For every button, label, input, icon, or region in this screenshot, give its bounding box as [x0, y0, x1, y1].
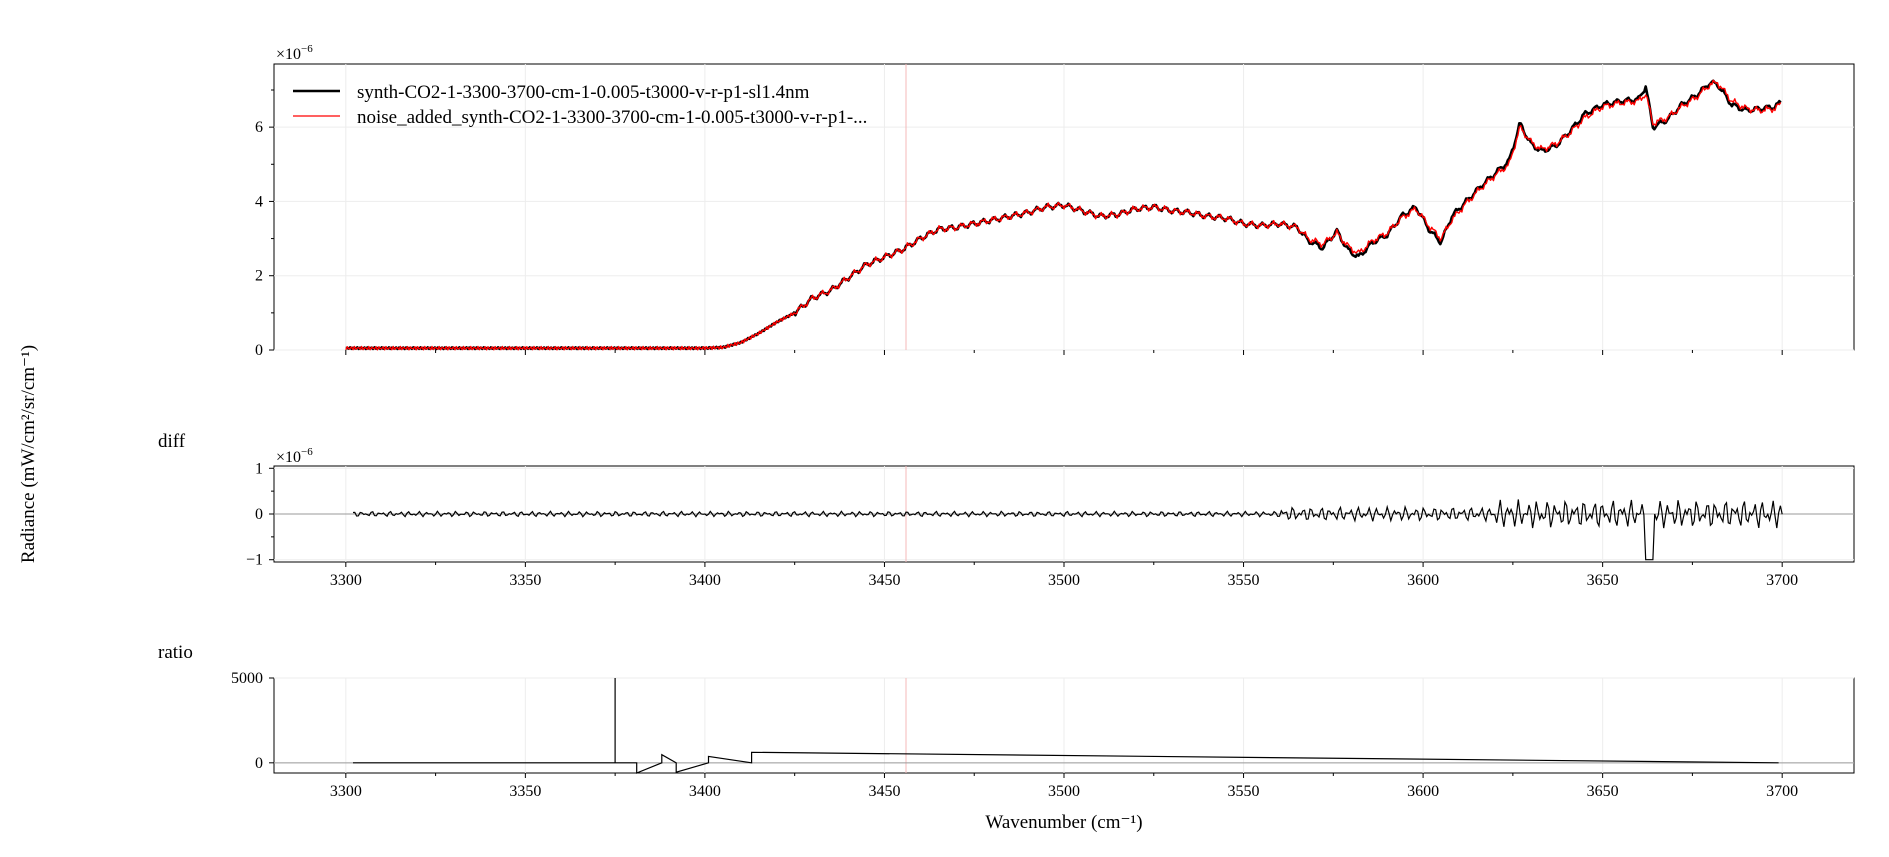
spectrum-y-exponent: −6	[301, 43, 313, 55]
spectrum-x-ticks	[345, 350, 1783, 355]
spectrum-panel: 0 2 4 6 ×10−6 synth-CO2-1-3300-3700-cm-1-0.…	[255, 43, 1855, 359]
legend: synth-CO2-1-3300-3700-cm-1-0.005-t3000-v…	[293, 82, 867, 128]
x-tick-label: 3450	[868, 572, 900, 589]
diff-panel-title: diff	[158, 431, 186, 452]
diff-series	[352, 499, 1783, 561]
x-tick-label: 3400	[689, 783, 721, 800]
y-tick-label: 6	[255, 119, 263, 136]
y-axis-label: Radiance (mW/cm²/sr/cm⁻¹)	[18, 345, 39, 563]
x-tick-label: 3500	[1048, 572, 1080, 589]
diff-y-ticks: −1 0 1	[246, 460, 274, 569]
y-tick-label: −1	[246, 552, 263, 569]
y-tick-label: 4	[255, 193, 263, 210]
x-tick-label: 3300	[330, 783, 362, 800]
legend-label-noise-added: noise_added_synth-CO2-1-3300-3700-cm-1-0…	[357, 107, 867, 128]
spectrum-grid	[274, 64, 1854, 351]
x-tick-label: 3300	[330, 572, 362, 589]
ratio-line	[353, 678, 1779, 774]
diff-y-exponent: −6	[301, 446, 313, 458]
x-tick-label: 3650	[1587, 783, 1619, 800]
y-tick-label: 1	[255, 460, 263, 477]
y-tick-label: 0	[255, 506, 263, 523]
x-tick-label: 3550	[1228, 783, 1260, 800]
x-tick-label: 3600	[1407, 783, 1439, 800]
diff-y-multiplier: ×10−6	[276, 446, 313, 466]
x-tick-label: 3700	[1766, 572, 1798, 589]
x-tick-label: 3450	[868, 783, 900, 800]
x-axis-label: Wavenumber (cm⁻¹)	[985, 812, 1142, 833]
x-tick-label: 3650	[1587, 572, 1619, 589]
x-tick-label: 3350	[509, 783, 541, 800]
spectrum-series	[345, 79, 1782, 351]
x-tick-label: 3600	[1407, 572, 1439, 589]
y-tick-label: 0	[255, 342, 263, 359]
ratio-panel: ratio 0 5000 3300 3350 3400 3450 3500 3550 3600…	[158, 642, 1855, 833]
series-noise-added-line	[345, 79, 1782, 351]
x-tick-label: 3400	[689, 572, 721, 589]
ratio-y-ticks: 0 5000	[231, 670, 274, 772]
y-tick-label: 0	[255, 755, 263, 772]
x-tick-label: 3500	[1048, 783, 1080, 800]
x-tick-label: 3350	[509, 572, 541, 589]
ratio-panel-title: ratio	[158, 642, 193, 663]
spectrum-y-ticks: 0 2 4 6	[255, 89, 274, 359]
diff-line	[352, 499, 1783, 561]
ratio-grid	[274, 677, 1854, 773]
diff-x-ticks: 3300 3350 3400 3450 3500 3550 3600 3650 3700	[330, 562, 1798, 589]
y-tick-label: 2	[255, 268, 263, 285]
spectrum-y-multiplier: ×10−6	[276, 43, 313, 63]
ratio-x-ticks: 3300 3350 3400 3450 3500 3550 3600 3650 3700	[330, 773, 1798, 800]
y-tick-label: 5000	[231, 670, 263, 687]
diff-panel: diff −1 0 1 3300 3350 3400 3450 3500 3550 3600 36…	[158, 431, 1855, 589]
ratio-series	[353, 678, 1779, 774]
legend-label-synth: synth-CO2-1-3300-3700-cm-1-0.005-t3000-v…	[357, 82, 810, 103]
x-tick-label: 3700	[1766, 783, 1798, 800]
x-tick-label: 3550	[1228, 572, 1260, 589]
